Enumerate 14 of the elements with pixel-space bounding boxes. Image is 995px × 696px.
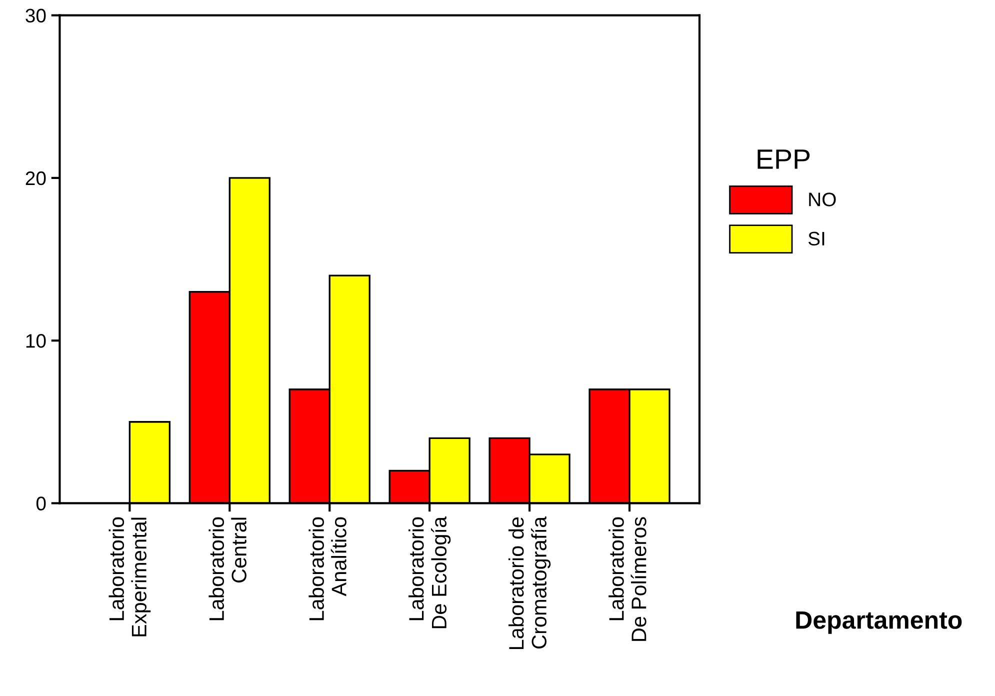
- y-tick-label: 0: [36, 496, 46, 510]
- x-tick-label: Laboratorio De Ecología: [408, 516, 451, 628]
- x-axis-title: Departamento: [796, 611, 962, 634]
- y-tick-label: 30: [26, 8, 46, 23]
- x-tick-label: Laboratorio Analítico: [308, 517, 346, 620]
- y-tick-label: 20: [26, 171, 46, 186]
- x-tick-label: Laboratorio De Polímeros: [608, 517, 646, 641]
- x-tick-label: Laboratorio Experimental: [108, 517, 151, 636]
- legend-label: SI: [808, 232, 824, 246]
- y-tick-label: 10: [26, 334, 46, 348]
- legend-title: EPP: [758, 150, 810, 169]
- x-tick-label: Laboratorio Central: [208, 517, 246, 620]
- legend-label: NO: [809, 192, 836, 206]
- x-tick-label: Laboratorio de Cromatografía: [508, 516, 551, 650]
